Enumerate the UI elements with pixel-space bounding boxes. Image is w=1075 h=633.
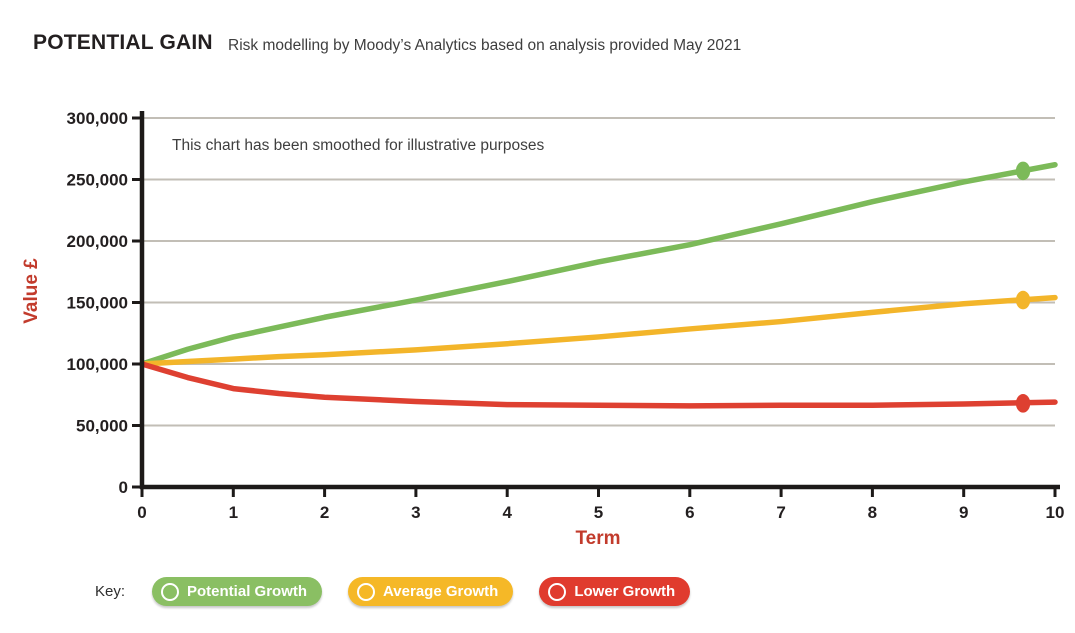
gridlines [142,117,1055,427]
series-end-dots [1015,161,1031,413]
y-tick-label: 300,000 [67,109,128,128]
series-line-average-growth [139,294,1058,367]
series-lines [139,161,1058,409]
x-tick-label: 3 [411,503,420,522]
x-tick-label: 0 [137,503,146,522]
y-tick-label: 50,000 [76,417,128,436]
y-tick-label: 150,000 [67,294,128,313]
page-subtitle: Risk modelling by Moody’s Analytics base… [228,37,742,54]
x-tick-label: 4 [502,503,512,522]
x-tick-label: 9 [959,503,968,522]
x-axis-title: Term [575,528,620,549]
circle-icon [548,582,567,601]
x-tick-label: 7 [776,503,785,522]
legend-pill-average-growth: Average Growth [348,577,514,606]
x-tick-label: 8 [868,503,877,522]
series-line-lower-growth [139,361,1058,409]
legend-label: Potential Growth [187,583,308,600]
chart-key: Key: Potential Growth Average Growth Low… [95,577,716,606]
legend-pill-potential-growth: Potential Growth [152,577,323,606]
x-tick-label: 10 [1046,503,1065,522]
tick-labels: 0 50,000 100,000 150,000 200,000 250,000 300,0… [67,109,1065,522]
legend-label: Lower Growth [574,583,676,600]
y-tick-label: 0 [119,478,128,497]
circle-icon [357,582,376,601]
circle-icon [161,582,180,601]
y-axis-title: Value £ [21,258,42,324]
chart-note: This chart has been smoothed for illustr… [172,137,544,154]
y-tick-label: 200,000 [67,232,128,251]
series-end-dot-potential-growth [1015,161,1031,181]
page-title: POTENTIAL GAIN [33,31,213,54]
key-label: Key: [95,583,126,600]
y-tick-label: 250,000 [67,171,128,190]
x-tick-label: 5 [594,503,603,522]
x-tick-label: 2 [320,503,329,522]
y-tick-label: 100,000 [67,355,128,374]
series-end-dot-lower-growth [1015,394,1031,413]
legend-label: Average Growth [383,583,499,600]
legend-pill-lower-growth: Lower Growth [539,577,691,606]
axes [139,111,1060,490]
series-line-potential-growth [139,161,1058,367]
x-tick-label: 6 [685,503,694,522]
series-end-dot-average-growth [1015,290,1031,310]
x-tick-label: 1 [229,503,238,522]
